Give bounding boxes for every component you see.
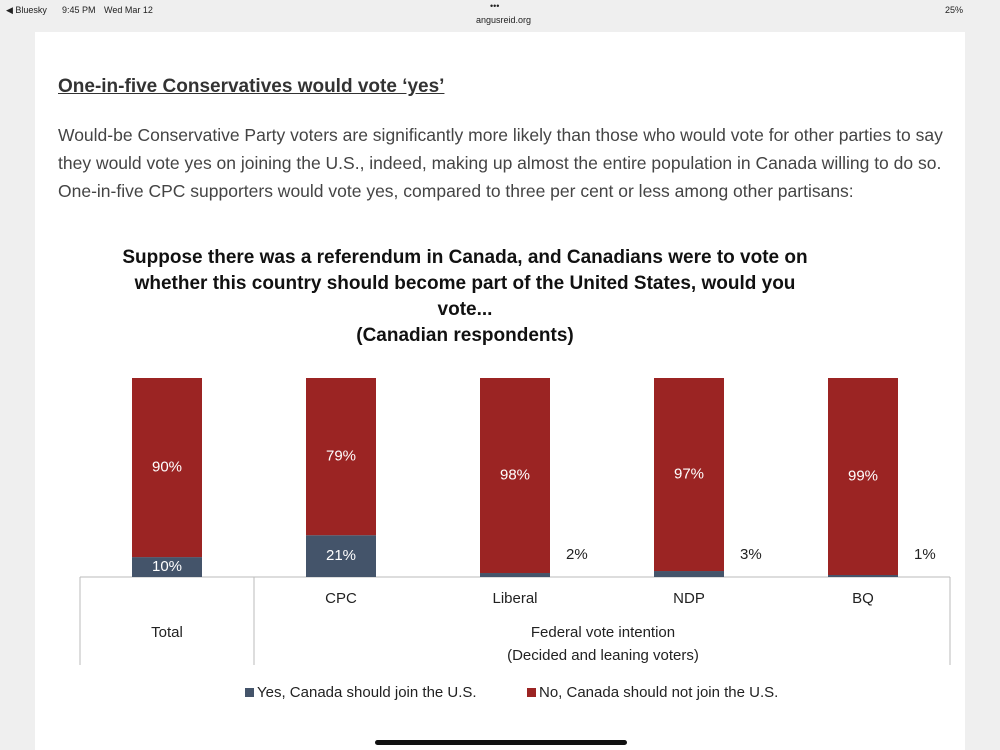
data-label: 90%: [152, 459, 182, 476]
legend-swatch: [527, 688, 536, 697]
bar-segment: [480, 378, 550, 574]
data-label: 99%: [848, 467, 878, 484]
x-tick-label: BQ: [852, 590, 874, 607]
paragraph: Would-be Conservative Party voters are s…: [58, 125, 943, 201]
back-app[interactable]: ◀ Bluesky: [6, 5, 47, 15]
date: Wed Mar 12: [104, 5, 153, 15]
bar-segment: [828, 378, 898, 576]
data-label: 97%: [674, 465, 704, 482]
chart-title: Suppose there was a referendum in Canada…: [122, 247, 808, 320]
home-indicator: [375, 740, 627, 745]
chart-title-block: Suppose there was a referendum in Canada…: [115, 245, 815, 349]
bar-segment: [132, 557, 202, 577]
group-label: Federal vote intention: [531, 624, 675, 641]
data-label: 79%: [326, 448, 356, 465]
time: 9:45 PM: [62, 5, 96, 15]
data-label: 1%: [914, 546, 936, 563]
data-label: 98%: [500, 466, 530, 483]
data-label: 3%: [740, 546, 762, 563]
legend-label: Yes, Canada should join the U.S.: [257, 684, 477, 701]
status-bar: ◀ Bluesky 9:45 PM Wed Mar 12 ••• angusre…: [0, 0, 1000, 30]
chart-subtitle: (Canadian respondents): [356, 325, 574, 346]
x-tick-label: Total: [151, 624, 183, 641]
menu-dots[interactable]: •••: [490, 1, 500, 11]
bar-segment: [654, 571, 724, 577]
data-label: 10%: [152, 558, 182, 575]
data-label: 2%: [566, 546, 588, 563]
legend-label: No, Canada should not join the U.S.: [539, 684, 778, 701]
url[interactable]: angusreid.org: [476, 15, 532, 25]
group-note: (Decided and leaning voters): [507, 647, 699, 664]
data-label: 21%: [326, 547, 356, 564]
bar-segment: [306, 535, 376, 577]
heading: One-in-five Conservatives would vote ‘ye…: [58, 76, 445, 97]
legend-swatch: [245, 688, 254, 697]
bar-segment: [654, 378, 724, 572]
bar-segment: [132, 378, 202, 558]
bar-segment: [828, 575, 898, 577]
x-tick-label: NDP: [673, 590, 705, 607]
bar-segment: [480, 573, 550, 577]
battery: 25%: [945, 5, 964, 15]
x-tick-label: CPC: [325, 590, 357, 607]
x-tick-label: Liberal: [492, 590, 537, 607]
bar-segment: [306, 378, 376, 536]
